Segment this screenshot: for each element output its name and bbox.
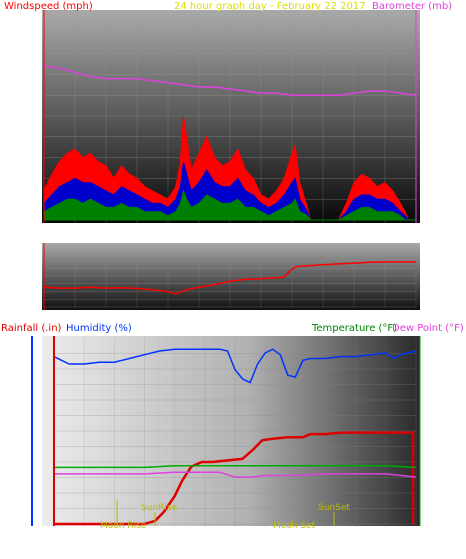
wind-average-area [43, 161, 416, 221]
wind-series-group [43, 65, 417, 221]
temperature-line [54, 465, 417, 469]
moonrise-label: Moon Rise [100, 521, 147, 531]
rain-humidity-series-group [53, 348, 417, 526]
barometer-line [43, 65, 417, 96]
chart-title: 24 hour graph day - February 22 2017 [174, 1, 366, 12]
wind-low-area [43, 189, 416, 221]
humidity-line [53, 348, 417, 384]
barometer-title: Barometer (mb) [372, 1, 452, 12]
astronomy-annotations: Moon Rise SunRise Moon Set SunSet [100, 500, 350, 531]
temperature-title: Temperature (°F) [311, 323, 397, 334]
dewpoint-title: Dew Point (°F) [392, 323, 464, 334]
sunset-label: SunSet [318, 503, 350, 513]
dewpoint-line [54, 471, 417, 478]
rainfall-title: Rainfall (.in) [1, 323, 62, 334]
wind-gust-area [43, 115, 416, 221]
sunrise-label: SunRise [141, 503, 178, 513]
direction-line [43, 261, 416, 295]
direction-series-group [43, 261, 416, 295]
rainfall-line [54, 431, 415, 526]
humidity-title: Humidity (%) [66, 323, 132, 334]
wind-title: Windspeed (mph) [4, 1, 93, 12]
direction-grid [44, 244, 417, 308]
direction-plot-background [42, 243, 420, 310]
moonset-label: Moon Set [273, 521, 316, 531]
